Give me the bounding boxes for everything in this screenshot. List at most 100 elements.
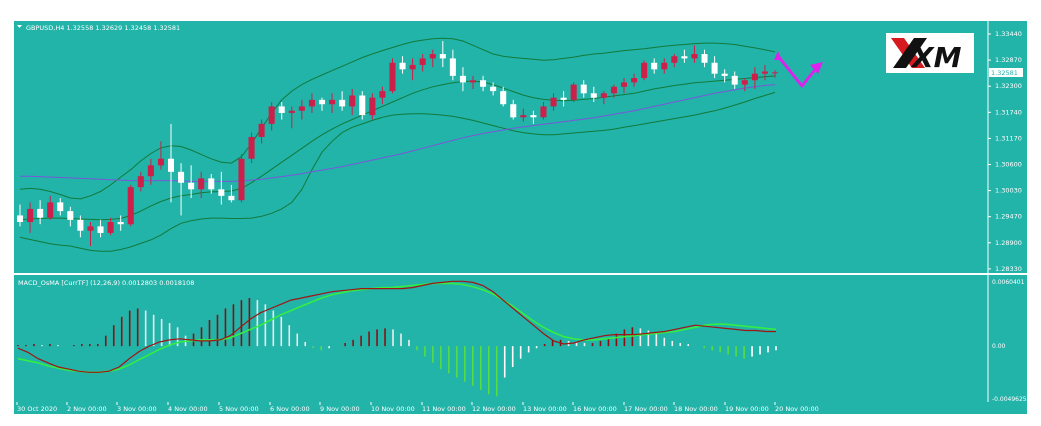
indicator-axis[interactable] <box>988 275 1027 402</box>
candle <box>590 86 597 103</box>
candle-body <box>57 202 64 212</box>
candle <box>520 108 527 122</box>
time-axis-label: 9 Nov 00:00 <box>320 405 360 413</box>
candle <box>77 215 84 238</box>
indicator-axis-label: 0.0060401 <box>992 279 1025 286</box>
candle <box>298 99 305 120</box>
candle <box>620 78 628 94</box>
candle <box>157 141 164 170</box>
current-price-label: 1.32581 <box>991 69 1018 77</box>
candle <box>480 75 487 92</box>
candle-body <box>459 75 466 83</box>
candle <box>510 99 517 120</box>
candle-body <box>620 82 628 87</box>
candle <box>147 158 154 185</box>
candle-body <box>178 171 185 183</box>
candle <box>651 58 658 74</box>
candle-body <box>339 99 346 107</box>
candle <box>711 56 718 79</box>
indicator-panel[interactable] <box>14 275 988 402</box>
candle-body <box>691 54 698 59</box>
triangle-down-icon[interactable] <box>17 25 22 28</box>
candle <box>87 222 94 247</box>
candle <box>37 200 44 225</box>
candle <box>208 174 215 194</box>
candle <box>329 93 336 113</box>
candle <box>570 82 577 103</box>
candle-body <box>419 58 426 65</box>
candle-body <box>87 226 94 231</box>
candle <box>721 69 728 83</box>
forecast-arrow-path <box>776 54 820 88</box>
candle-body <box>268 106 275 124</box>
candle <box>439 40 446 68</box>
candle-body <box>651 62 658 70</box>
candle-body <box>570 84 577 100</box>
current-price-marker: 1.32581 <box>989 68 1023 77</box>
candle <box>671 54 678 68</box>
indicator-axis-label: 0.00 <box>992 343 1006 350</box>
candle <box>47 195 54 220</box>
candle-body <box>208 178 215 190</box>
bollinger-bands <box>19 37 776 252</box>
candle <box>631 73 638 87</box>
xm-logo: XM <box>886 33 974 74</box>
candle <box>379 86 386 105</box>
time-axis-label: 4 Nov 00:00 <box>168 405 208 413</box>
macd-line <box>17 280 776 373</box>
candle-body <box>137 176 144 188</box>
candle <box>278 102 285 120</box>
candle-body <box>188 182 195 190</box>
indicator-axis-label: -0.0049625 <box>992 396 1027 403</box>
moving-average-line <box>20 84 776 182</box>
candle-body <box>329 99 336 105</box>
candle-body <box>379 91 386 98</box>
candle-body <box>711 62 718 74</box>
candle-body <box>318 99 326 105</box>
candle <box>238 154 245 203</box>
price-panel[interactable] <box>14 21 988 273</box>
candle-body <box>16 215 24 223</box>
time-axis-label: 5 Nov 00:00 <box>219 405 259 413</box>
candle <box>359 91 366 120</box>
candle-body <box>107 222 114 233</box>
candle-body <box>238 158 245 201</box>
candle-body <box>500 91 507 105</box>
macd-lines <box>17 280 777 374</box>
candle <box>771 70 779 78</box>
candle-body <box>469 80 477 83</box>
osma-histogram <box>17 298 777 397</box>
candle-body <box>127 187 134 225</box>
time-axis-label: 20 Nov 00:00 <box>775 405 819 413</box>
candle-body <box>218 189 225 196</box>
signal-line <box>17 282 777 374</box>
candle <box>540 102 547 120</box>
time-axis[interactable] <box>14 402 1027 414</box>
candle-body <box>167 158 175 172</box>
price-axis[interactable] <box>988 21 1027 273</box>
candle <box>268 102 275 131</box>
candle-body <box>761 71 768 74</box>
candle <box>27 202 34 233</box>
candle <box>661 58 668 74</box>
time-axis-label: 10 Nov 00:00 <box>371 405 415 413</box>
candle-body <box>671 56 678 63</box>
candle-body <box>117 222 124 225</box>
candle-body <box>389 62 396 92</box>
price-axis-label: 1.33440 <box>995 30 1022 38</box>
candle <box>117 215 124 231</box>
price-axis-label: 1.29470 <box>995 213 1022 221</box>
time-axis-label: 17 Nov 00:00 <box>624 405 668 413</box>
candle <box>127 184 134 227</box>
candle <box>389 58 396 94</box>
candle <box>761 64 768 81</box>
candle-body <box>731 75 738 85</box>
candle <box>701 49 708 68</box>
time-axis-label: 12 Nov 00:00 <box>472 405 516 413</box>
candle <box>429 49 436 68</box>
candle-body <box>439 54 446 59</box>
candle <box>218 171 225 205</box>
candle <box>530 110 537 124</box>
